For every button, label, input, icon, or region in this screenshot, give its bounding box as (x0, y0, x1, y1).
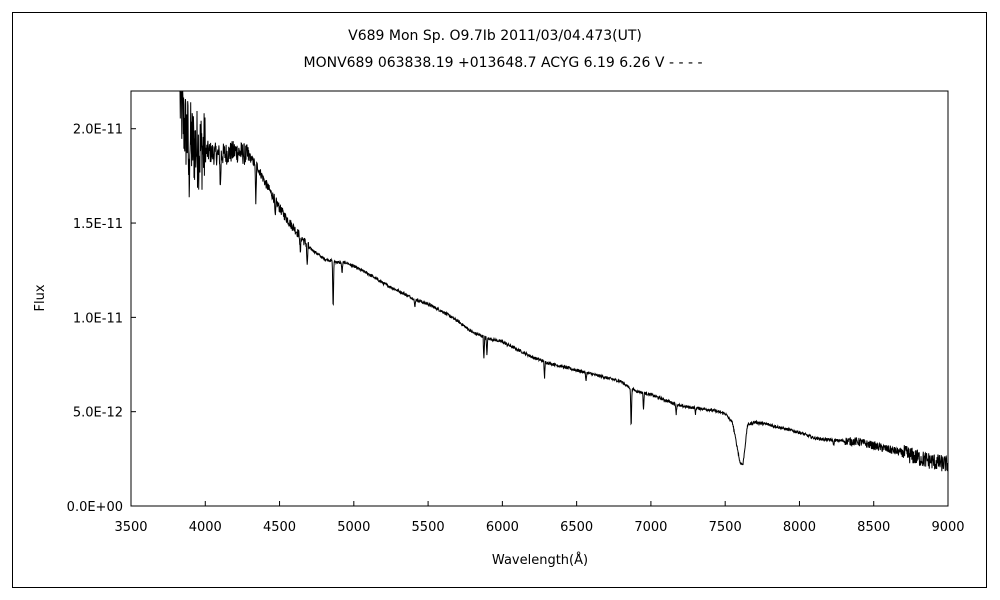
x-axis: 3500 4000 4500 5000 5500 6000 6500 7000 7500 8000… (114, 501, 965, 535)
y-tick-label: 5.0E-12 (73, 406, 123, 421)
x-axis-label: Wavelength(Å) (492, 552, 588, 568)
plot-area (130, 90, 949, 507)
x-tick-label: 7500 (709, 520, 742, 535)
x-tick-label: 8500 (857, 520, 890, 535)
y-axis: 0.0E+00 5.0E-12 1.0E-11 1.5E-11 2.0E-11 (67, 123, 136, 515)
y-tick-label: 2.0E-11 (73, 123, 123, 138)
y-tick-label: 1.0E-11 (73, 311, 123, 326)
x-tick-label: 4000 (189, 520, 222, 535)
x-tick-label: 9000 (931, 520, 964, 535)
y-tick-label: 1.5E-11 (73, 217, 123, 232)
x-tick-label: 8000 (783, 520, 816, 535)
y-axis-label: Flux (33, 284, 48, 311)
x-tick-label: 6500 (560, 520, 593, 535)
x-tick-label: 5000 (337, 520, 370, 535)
chart-title: V689 Mon Sp. O9.7Ib 2011/03/04.473(UT) (348, 28, 642, 44)
x-tick-label: 6000 (486, 520, 519, 535)
spectrum-line (179, 90, 949, 472)
x-tick-label: 7000 (634, 520, 667, 535)
y-tick-label: 0.0E+00 (67, 500, 123, 515)
x-tick-label: 3500 (114, 520, 147, 535)
x-tick-label: 5500 (412, 520, 445, 535)
chart-frame (12, 12, 987, 588)
x-tick-label: 4500 (263, 520, 296, 535)
chart-subtitle: MONV689 063838.19 +013648.7 ACYG 6.19 6.… (304, 55, 703, 71)
